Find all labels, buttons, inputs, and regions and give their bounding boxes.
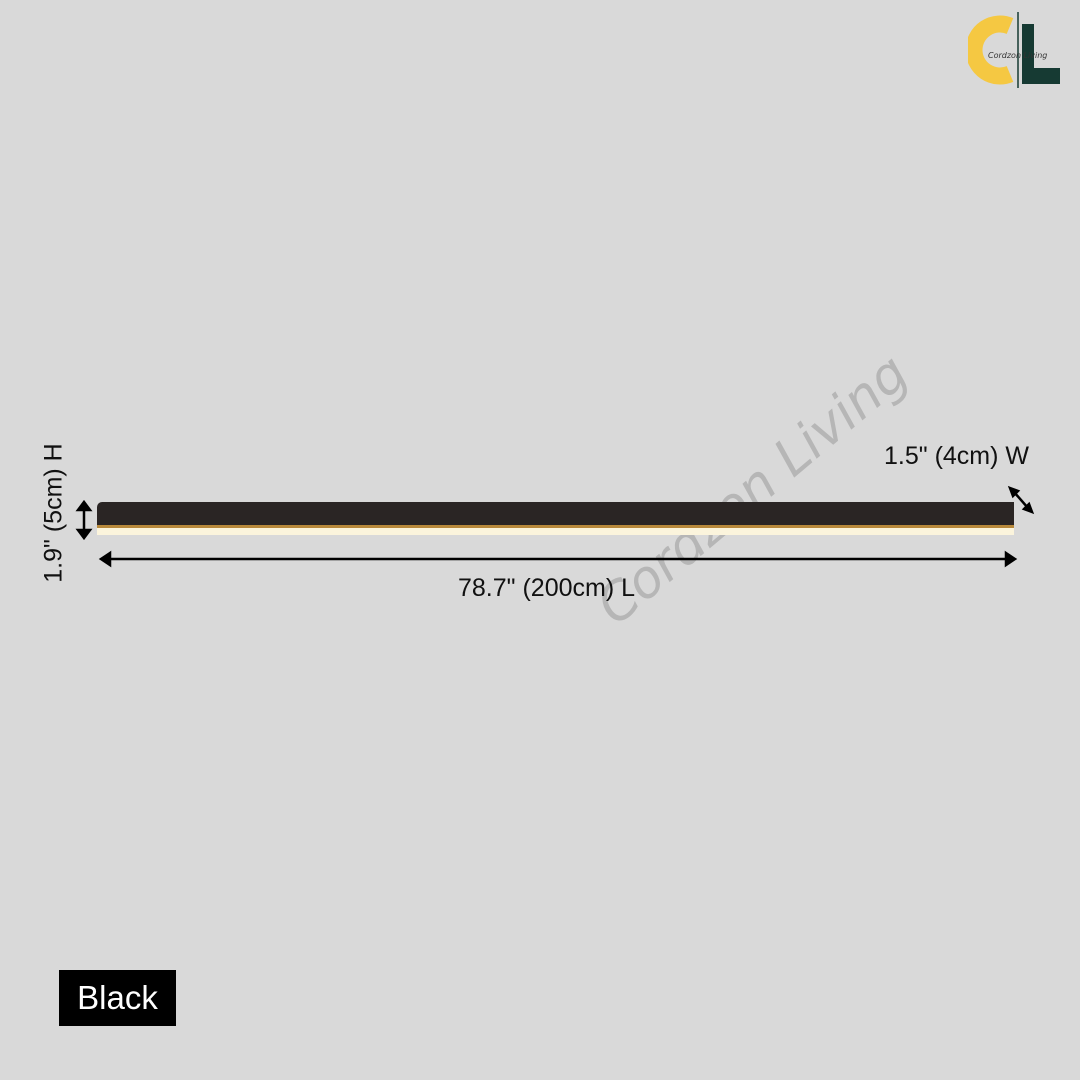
light-fixture-edge (97, 525, 1014, 528)
light-fixture-body (97, 502, 1014, 526)
svg-text:Cordzon Living: Cordzon Living (988, 51, 1047, 60)
width-label: 1.5" (4cm) W (884, 442, 1029, 470)
height-label: 1.9" (5cm) H (39, 443, 68, 583)
color-badge: Black (59, 970, 176, 1026)
light-fixture-diffuser (97, 528, 1014, 535)
length-label: 78.7" (200cm) L (458, 574, 636, 602)
brand-logo: Cordzon Living (965, 12, 1063, 88)
